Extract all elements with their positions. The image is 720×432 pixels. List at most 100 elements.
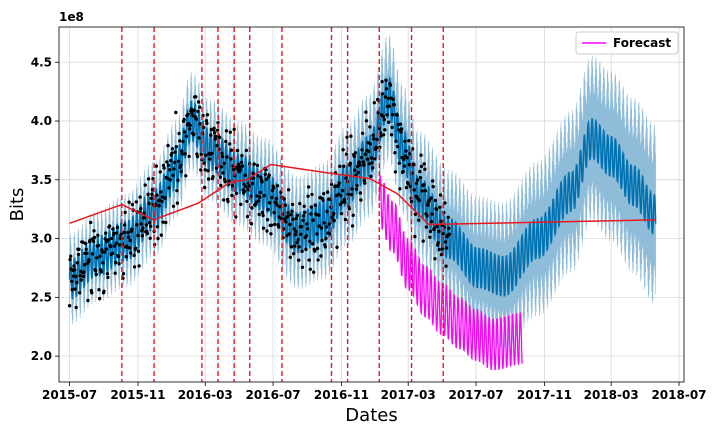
observed-point [304, 247, 308, 252]
observed-point [399, 127, 404, 131]
observed-point [229, 148, 234, 152]
observed-point [96, 233, 100, 237]
observed-point [228, 142, 232, 146]
observed-point [250, 181, 255, 186]
observed-point [272, 210, 276, 215]
observed-point [353, 168, 357, 172]
observed-point [115, 225, 120, 230]
observed-point [382, 133, 386, 137]
y-tick-label: 2.5 [31, 290, 52, 304]
observed-point [381, 114, 385, 119]
observed-point [373, 157, 377, 161]
observed-point [273, 222, 277, 227]
observed-point [356, 170, 360, 175]
observed-point [205, 113, 210, 117]
observed-point [256, 199, 261, 203]
observed-point [161, 163, 166, 168]
observed-point [97, 296, 102, 301]
observed-point [210, 151, 214, 156]
observed-point [271, 186, 276, 190]
observed-point [141, 226, 145, 230]
observed-point [420, 189, 424, 193]
observed-point [244, 185, 248, 189]
observed-point [401, 169, 405, 174]
observed-point [347, 207, 351, 211]
observed-point [208, 157, 212, 161]
observed-point [166, 163, 171, 167]
observed-point [154, 164, 158, 168]
observed-point [398, 187, 402, 191]
observed-point [276, 225, 281, 229]
observed-point [368, 125, 372, 129]
observed-point [176, 159, 181, 163]
y-tick-label: 3.0 [31, 232, 52, 246]
observed-point [367, 149, 371, 154]
observed-point [223, 180, 227, 184]
observed-point [282, 197, 286, 201]
observed-point [255, 194, 259, 198]
observed-point [292, 252, 296, 256]
observed-point [123, 210, 127, 215]
observed-point [117, 262, 121, 266]
observed-point [201, 125, 206, 130]
observed-point [220, 151, 224, 155]
observed-point [286, 188, 291, 192]
observed-point [417, 198, 421, 203]
observed-point [239, 160, 244, 165]
observed-point [69, 254, 73, 258]
observed-point [165, 160, 169, 164]
observed-point [190, 111, 194, 115]
observed-point [82, 270, 86, 274]
observed-point [127, 246, 132, 250]
observed-point [328, 232, 332, 236]
observed-point [305, 227, 310, 231]
observed-point [107, 224, 112, 228]
observed-point [165, 176, 170, 181]
observed-point [358, 191, 363, 195]
observed-point [437, 229, 441, 234]
observed-point [299, 225, 304, 229]
observed-point [269, 232, 273, 236]
observed-point [404, 149, 408, 153]
observed-point [84, 241, 88, 246]
observed-point [106, 275, 110, 280]
x-tick-label: 2016-11 [314, 388, 369, 402]
observed-point [435, 224, 439, 229]
observed-point [221, 198, 226, 202]
observed-point [197, 136, 201, 140]
observed-point [238, 168, 242, 172]
observed-point [88, 238, 92, 242]
observed-point [145, 231, 150, 236]
observed-point [68, 257, 72, 262]
observed-point [418, 175, 423, 180]
observed-point [353, 151, 358, 155]
observed-point [402, 164, 406, 168]
observed-point [428, 229, 433, 234]
observed-point [424, 225, 429, 229]
observed-point [325, 190, 330, 194]
observed-point [385, 113, 389, 117]
observed-point [184, 134, 188, 138]
observed-point [110, 236, 114, 241]
observed-point [124, 255, 128, 259]
observed-point [78, 274, 82, 278]
observed-point [111, 227, 115, 231]
observed-point [359, 198, 363, 202]
observed-point [419, 164, 424, 169]
observed-point [203, 185, 207, 190]
observed-point [444, 246, 449, 250]
observed-point [213, 131, 217, 135]
observed-point [434, 207, 439, 212]
observed-point [112, 231, 116, 236]
observed-point [412, 188, 416, 192]
observed-point [203, 168, 207, 172]
observed-point [399, 130, 403, 134]
observed-point [419, 153, 423, 157]
observed-point [325, 209, 329, 214]
observed-point [159, 190, 163, 194]
observed-point [361, 160, 365, 164]
observed-point [73, 287, 77, 291]
x-tick-label: 2016-03 [178, 388, 233, 402]
observed-point [370, 166, 375, 170]
observed-point [84, 247, 88, 252]
